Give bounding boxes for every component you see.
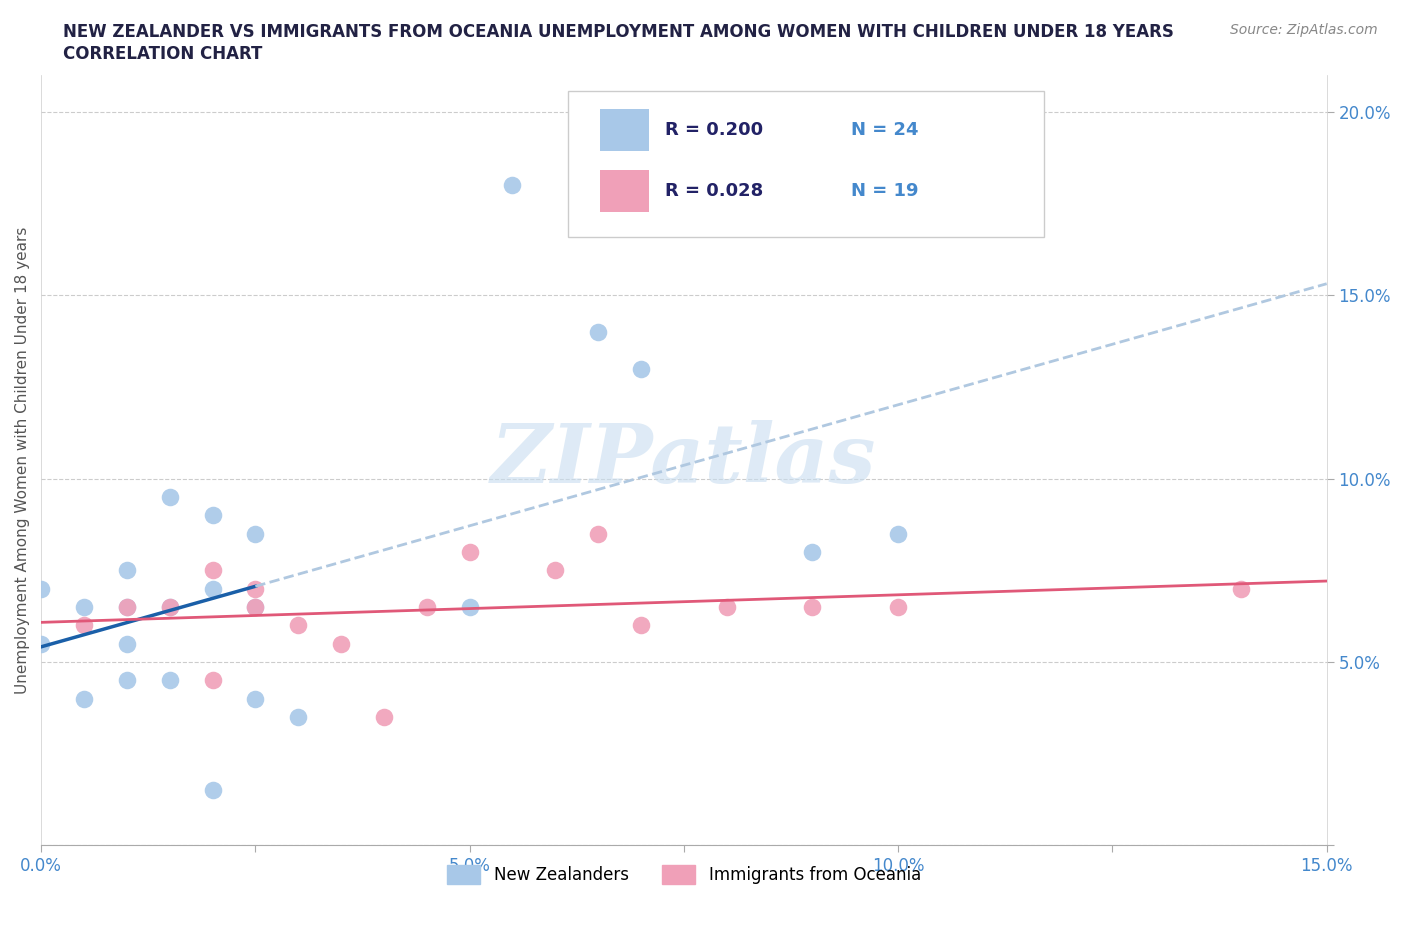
Point	[1230, 581, 1253, 596]
Text: NEW ZEALANDER VS IMMIGRANTS FROM OCEANIA UNEMPLOYMENT AMONG WOMEN WITH CHILDREN : NEW ZEALANDER VS IMMIGRANTS FROM OCEANIA…	[63, 23, 1174, 41]
Text: CORRELATION CHART: CORRELATION CHART	[63, 45, 263, 62]
Point	[115, 600, 138, 615]
Text: R = 0.200: R = 0.200	[665, 121, 762, 139]
Point	[586, 325, 609, 339]
Point	[502, 178, 524, 193]
Point	[330, 636, 353, 651]
Text: N = 19: N = 19	[851, 182, 918, 200]
Point	[115, 673, 138, 688]
Point	[887, 526, 910, 541]
Point	[73, 691, 96, 706]
Point	[630, 618, 652, 632]
Point	[630, 361, 652, 376]
Point	[115, 636, 138, 651]
Point	[201, 673, 224, 688]
Y-axis label: Unemployment Among Women with Children Under 18 years: Unemployment Among Women with Children U…	[15, 227, 30, 694]
Point	[30, 636, 52, 651]
Legend: New Zealanders, Immigrants from Oceania: New Zealanders, Immigrants from Oceania	[440, 858, 928, 891]
Point	[373, 710, 395, 724]
Text: ZIPatlas: ZIPatlas	[491, 420, 877, 500]
Point	[245, 581, 267, 596]
Point	[201, 581, 224, 596]
Point	[801, 600, 824, 615]
Point	[159, 673, 181, 688]
Point	[287, 618, 309, 632]
Point	[544, 563, 567, 578]
Point	[458, 545, 481, 560]
Point	[115, 563, 138, 578]
FancyBboxPatch shape	[600, 170, 650, 212]
Point	[30, 581, 52, 596]
Point	[287, 710, 309, 724]
Point	[716, 600, 738, 615]
Text: N = 24: N = 24	[851, 121, 918, 139]
Point	[245, 691, 267, 706]
Point	[73, 600, 96, 615]
Point	[458, 600, 481, 615]
Point	[201, 508, 224, 523]
Point	[201, 783, 224, 798]
Point	[245, 526, 267, 541]
Point	[245, 600, 267, 615]
Point	[887, 600, 910, 615]
Point	[73, 618, 96, 632]
FancyBboxPatch shape	[568, 91, 1043, 237]
Point	[159, 489, 181, 504]
Text: Source: ZipAtlas.com: Source: ZipAtlas.com	[1230, 23, 1378, 37]
Point	[159, 600, 181, 615]
Point	[201, 563, 224, 578]
FancyBboxPatch shape	[600, 109, 650, 151]
Point	[159, 600, 181, 615]
Point	[245, 600, 267, 615]
Point	[115, 600, 138, 615]
Point	[416, 600, 439, 615]
Text: R = 0.028: R = 0.028	[665, 182, 763, 200]
Point	[801, 545, 824, 560]
Point	[586, 526, 609, 541]
